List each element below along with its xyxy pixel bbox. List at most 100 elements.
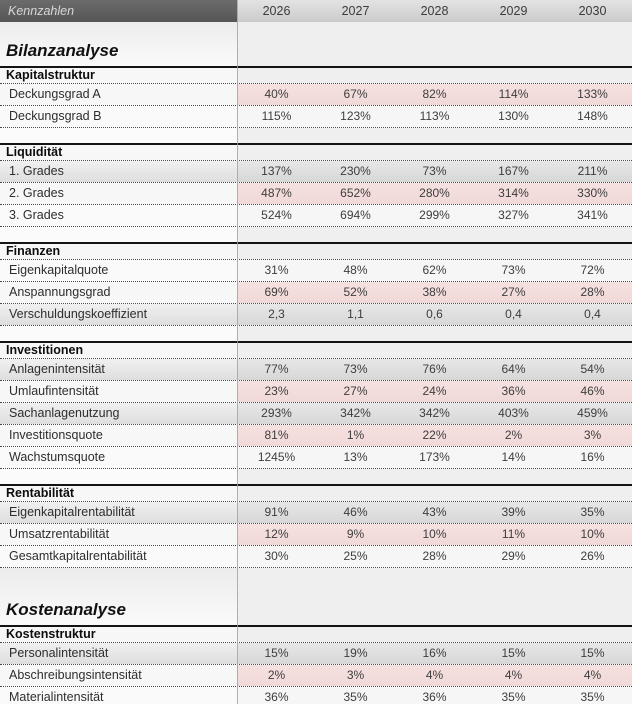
value-cell[interactable]: 38% — [395, 282, 474, 303]
value-cell[interactable]: 15% — [237, 643, 316, 664]
value-cell[interactable]: 22% — [395, 425, 474, 446]
value-cell[interactable]: 27% — [474, 282, 553, 303]
row-label-cell[interactable]: Umlaufintensität — [0, 381, 237, 402]
group-header-label[interactable]: Investitionen — [0, 343, 237, 358]
value-cell[interactable]: 130% — [474, 106, 553, 127]
value-cell[interactable]: 9% — [316, 524, 395, 545]
row-label-cell[interactable]: Investitionsquote — [0, 425, 237, 446]
value-cell[interactable]: 26% — [553, 546, 632, 567]
header-year-cell[interactable]: 2028 — [395, 0, 474, 22]
value-cell[interactable]: 342% — [316, 403, 395, 424]
value-cell[interactable]: 10% — [395, 524, 474, 545]
value-cell[interactable]: 230% — [316, 161, 395, 182]
row-label-cell[interactable]: Verschuldungskoeffizient — [0, 304, 237, 325]
row-label-cell[interactable]: Gesamtkapitalrentabilität — [0, 546, 237, 567]
value-cell[interactable]: 1,1 — [316, 304, 395, 325]
value-cell[interactable]: 27% — [316, 381, 395, 402]
value-cell[interactable]: 48% — [316, 260, 395, 281]
group-header-label[interactable]: Kapitalstruktur — [0, 68, 237, 83]
value-cell[interactable]: 1245% — [237, 447, 316, 468]
value-cell[interactable]: 341% — [553, 205, 632, 226]
group-header-label[interactable]: Kostenstruktur — [0, 627, 237, 642]
row-label-cell[interactable]: Eigenkapitalquote — [0, 260, 237, 281]
value-cell[interactable]: 487% — [237, 183, 316, 204]
value-cell[interactable]: 81% — [237, 425, 316, 446]
value-cell[interactable]: 4% — [553, 665, 632, 686]
row-label-cell[interactable]: Abschreibungsintensität — [0, 665, 237, 686]
row-label-cell[interactable]: 2. Grades — [0, 183, 237, 204]
value-cell[interactable]: 113% — [395, 106, 474, 127]
value-cell[interactable]: 72% — [553, 260, 632, 281]
header-title-cell[interactable]: Kennzahlen — [0, 0, 237, 22]
value-cell[interactable]: 16% — [553, 447, 632, 468]
value-cell[interactable]: 52% — [316, 282, 395, 303]
value-cell[interactable]: 2% — [237, 665, 316, 686]
group-header-label[interactable]: Liquidität — [0, 145, 237, 160]
value-cell[interactable]: 24% — [395, 381, 474, 402]
row-label-cell[interactable]: 1. Grades — [0, 161, 237, 182]
value-cell[interactable]: 36% — [237, 687, 316, 704]
value-cell[interactable]: 10% — [553, 524, 632, 545]
value-cell[interactable]: 1% — [316, 425, 395, 446]
header-year-cell[interactable]: 2029 — [474, 0, 553, 22]
value-cell[interactable]: 173% — [395, 447, 474, 468]
value-cell[interactable]: 11% — [474, 524, 553, 545]
value-cell[interactable]: 30% — [237, 546, 316, 567]
row-label-cell[interactable]: Umsatzrentabilität — [0, 524, 237, 545]
value-cell[interactable]: 91% — [237, 502, 316, 523]
value-cell[interactable]: 148% — [553, 106, 632, 127]
value-cell[interactable]: 299% — [395, 205, 474, 226]
value-cell[interactable]: 280% — [395, 183, 474, 204]
value-cell[interactable]: 73% — [395, 161, 474, 182]
group-header-label[interactable]: Rentabilität — [0, 486, 237, 501]
value-cell[interactable]: 28% — [553, 282, 632, 303]
value-cell[interactable]: 12% — [237, 524, 316, 545]
value-cell[interactable]: 19% — [316, 643, 395, 664]
value-cell[interactable]: 459% — [553, 403, 632, 424]
value-cell[interactable]: 211% — [553, 161, 632, 182]
value-cell[interactable]: 115% — [237, 106, 316, 127]
value-cell[interactable]: 342% — [395, 403, 474, 424]
value-cell[interactable]: 43% — [395, 502, 474, 523]
value-cell[interactable]: 67% — [316, 84, 395, 105]
value-cell[interactable]: 73% — [316, 359, 395, 380]
value-cell[interactable]: 73% — [474, 260, 553, 281]
value-cell[interactable]: 330% — [553, 183, 632, 204]
value-cell[interactable]: 0,4 — [553, 304, 632, 325]
value-cell[interactable]: 133% — [553, 84, 632, 105]
value-cell[interactable]: 35% — [553, 502, 632, 523]
value-cell[interactable]: 35% — [316, 687, 395, 704]
value-cell[interactable]: 137% — [237, 161, 316, 182]
value-cell[interactable]: 652% — [316, 183, 395, 204]
row-label-cell[interactable]: Eigenkapitalrentabilität — [0, 502, 237, 523]
value-cell[interactable]: 46% — [316, 502, 395, 523]
value-cell[interactable]: 16% — [395, 643, 474, 664]
value-cell[interactable]: 62% — [395, 260, 474, 281]
value-cell[interactable]: 25% — [316, 546, 395, 567]
value-cell[interactable]: 36% — [474, 381, 553, 402]
value-cell[interactable]: 54% — [553, 359, 632, 380]
value-cell[interactable]: 167% — [474, 161, 553, 182]
value-cell[interactable]: 29% — [474, 546, 553, 567]
row-label-cell[interactable]: Sachanlagenutzung — [0, 403, 237, 424]
value-cell[interactable]: 64% — [474, 359, 553, 380]
value-cell[interactable]: 31% — [237, 260, 316, 281]
value-cell[interactable]: 69% — [237, 282, 316, 303]
value-cell[interactable]: 40% — [237, 84, 316, 105]
row-label-cell[interactable]: Anlagenintensität — [0, 359, 237, 380]
value-cell[interactable]: 36% — [395, 687, 474, 704]
row-label-cell[interactable]: Deckungsgrad B — [0, 106, 237, 127]
value-cell[interactable]: 2,3 — [237, 304, 316, 325]
value-cell[interactable]: 327% — [474, 205, 553, 226]
row-label-cell[interactable]: Personalintensität — [0, 643, 237, 664]
value-cell[interactable]: 0,4 — [474, 304, 553, 325]
header-year-cell[interactable]: 2026 — [237, 0, 316, 22]
value-cell[interactable]: 76% — [395, 359, 474, 380]
value-cell[interactable]: 82% — [395, 84, 474, 105]
value-cell[interactable]: 35% — [553, 687, 632, 704]
header-year-cell[interactable]: 2030 — [553, 0, 632, 22]
value-cell[interactable]: 15% — [553, 643, 632, 664]
row-label-cell[interactable]: Anspannungsgrad — [0, 282, 237, 303]
row-label-cell[interactable]: 3. Grades — [0, 205, 237, 226]
value-cell[interactable]: 114% — [474, 84, 553, 105]
